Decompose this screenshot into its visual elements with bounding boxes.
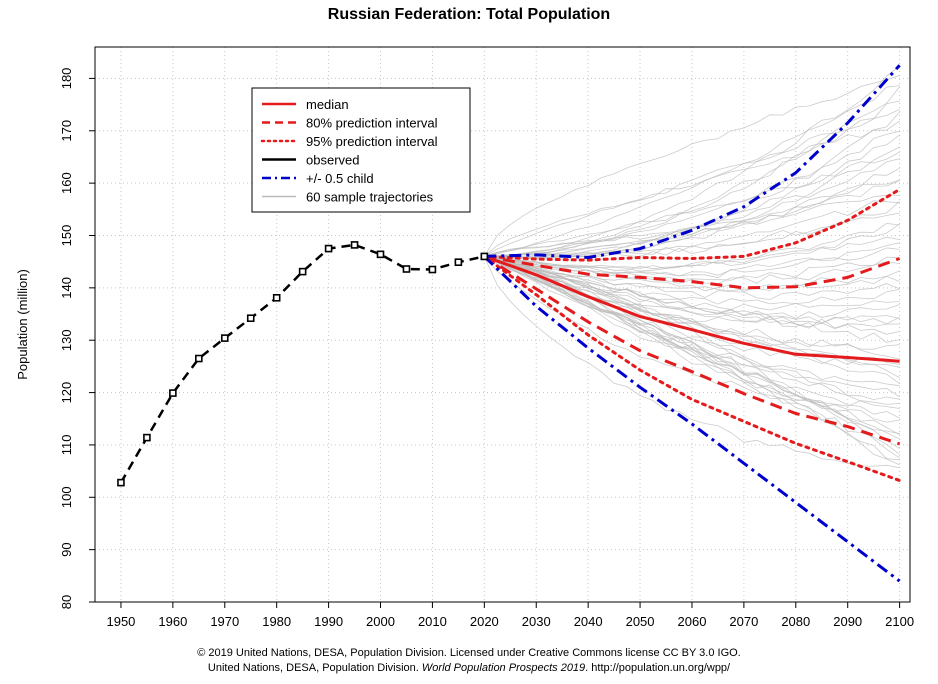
- observed-point: [246, 314, 255, 323]
- footer-citation-title: World Population Prospects 2019: [421, 662, 586, 674]
- y-tick-label: 100: [59, 486, 74, 508]
- population-chart: 1950 1960 1970 1980 1990 2000 2010 2020 2030 2040…: [15, 46, 914, 629]
- x-tick-label: 1960: [158, 614, 187, 629]
- observed-point: [350, 241, 359, 249]
- observed-point: [143, 433, 151, 442]
- observed-point: [480, 252, 489, 261]
- sample-trajectory-line: [484, 85, 900, 257]
- sample-trajectory-line: [484, 158, 900, 257]
- y-tick-label: 160: [59, 172, 74, 194]
- y-tick-label: 130: [59, 329, 74, 351]
- sample-trajectory-line: [484, 256, 900, 343]
- footer-citation: United Nations, DESA, Population Divisio…: [0, 661, 938, 676]
- sample-trajectory-line: [484, 256, 900, 319]
- observed-point: [376, 250, 385, 259]
- x-tick-label: 2040: [574, 614, 603, 629]
- series-line-80-prediction-interval-lower-: [483, 255, 901, 446]
- legend-label: observed: [306, 153, 359, 168]
- plot-frame: [94, 46, 911, 603]
- series-line--0-5-child-lower-: [483, 255, 901, 583]
- sample-trajectory-line: [484, 256, 900, 300]
- legend-label: 95% prediction interval: [306, 134, 438, 149]
- y-tick-label: 170: [59, 120, 74, 142]
- series-line-95-prediction-interval-lower-: [482, 254, 902, 482]
- sample-trajectory-line: [484, 256, 900, 387]
- sample-trajectory-line: [483, 256, 900, 407]
- observed-point: [117, 478, 125, 487]
- footer: © 2019 United Nations, DESA, Population …: [0, 646, 938, 676]
- sample-trajectory-line: [484, 222, 900, 272]
- series-line--0-5-child-upper-: [484, 64, 901, 259]
- legend-label: +/- 0.5 child: [306, 171, 374, 186]
- sample-trajectory-line: [484, 100, 900, 257]
- x-tick-label: 1980: [262, 614, 291, 629]
- x-tick-label: 2080: [781, 614, 810, 629]
- x-tick-label: 1990: [314, 614, 343, 629]
- x-tick-label: 2090: [833, 614, 862, 629]
- series-line-observed: [119, 243, 485, 484]
- y-tick-label: 80: [59, 595, 74, 609]
- observed-markers: [117, 241, 489, 487]
- x-tick-label: 2020: [470, 614, 499, 629]
- observed-point: [402, 265, 411, 273]
- sample-trajectory-line: [484, 256, 900, 311]
- sample-trajectory-line: [484, 256, 900, 292]
- sample-trajectory-line: [484, 223, 900, 271]
- sample-trajectory-line: [484, 65, 900, 257]
- sample-trajectory-line: [484, 256, 900, 366]
- legend: median 80% prediction interval 95% predict…: [251, 87, 471, 213]
- sample-trajectory-line: [484, 256, 900, 305]
- sample-trajectory-line: [484, 256, 900, 325]
- series-line-median: [483, 254, 900, 363]
- sample-trajectory-line: [484, 146, 900, 260]
- y-tick-label: 110: [59, 435, 74, 456]
- observed-point: [169, 389, 177, 397]
- series-line-80-prediction-interval-upper-: [484, 254, 901, 290]
- x-tick-label: 2070: [729, 614, 758, 629]
- chart-title: Russian Federation: Total Population: [327, 6, 611, 23]
- axes: 1950 1960 1970 1980 1990 2000 2010 2020 2030 2040…: [59, 68, 914, 629]
- observed-point: [272, 293, 281, 302]
- footer-citation-suffix: . http://population.un.org/wpp/: [585, 662, 731, 674]
- legend-label: 60 sample trajectories: [306, 190, 434, 205]
- x-tick-label: 2100: [885, 614, 914, 629]
- x-tick-label: 2060: [678, 614, 707, 629]
- y-tick-label: 120: [59, 382, 74, 404]
- sample-trajectory-line: [484, 242, 900, 277]
- sample-trajectory-line: [484, 120, 900, 257]
- observed-point: [428, 265, 437, 274]
- x-tick-label: 1970: [210, 614, 239, 629]
- series-line-95-prediction-interval-upper-: [482, 187, 902, 262]
- observed-point: [195, 354, 203, 363]
- x-tick-label: 2010: [418, 614, 447, 629]
- y-tick-label: 150: [59, 225, 74, 247]
- legend-box: [251, 87, 471, 213]
- sample-trajectory-line: [484, 256, 900, 423]
- footer-license: © 2019 United Nations, DESA, Population …: [197, 647, 741, 659]
- legend-label: median: [306, 97, 349, 112]
- x-tick-label: 2000: [366, 614, 395, 629]
- observed-point: [220, 334, 229, 342]
- legend-label: 80% prediction interval: [306, 116, 438, 131]
- sample-trajectory-line: [484, 86, 900, 257]
- sample-trajectory-line: [484, 151, 900, 257]
- sample-trajectory-line: [483, 75, 900, 257]
- grid: [95, 47, 910, 603]
- y-tick-label: 180: [59, 68, 74, 90]
- observed-point: [298, 267, 307, 276]
- footer-citation-prefix: United Nations, DESA, Population Divisio…: [207, 662, 419, 674]
- y-tick-label: 90: [59, 542, 74, 556]
- x-tick-label: 1950: [106, 614, 135, 629]
- observed-point: [454, 258, 463, 266]
- series-lines: [119, 64, 902, 583]
- sample-trajectory-line: [483, 256, 900, 469]
- y-tick-label: 140: [59, 277, 74, 299]
- x-tick-label: 2050: [626, 614, 655, 629]
- observed-point: [324, 244, 333, 253]
- y-axis-label: Population (million): [15, 269, 30, 380]
- sample-trajectory-line: [484, 256, 900, 398]
- x-tick-label: 2030: [522, 614, 551, 629]
